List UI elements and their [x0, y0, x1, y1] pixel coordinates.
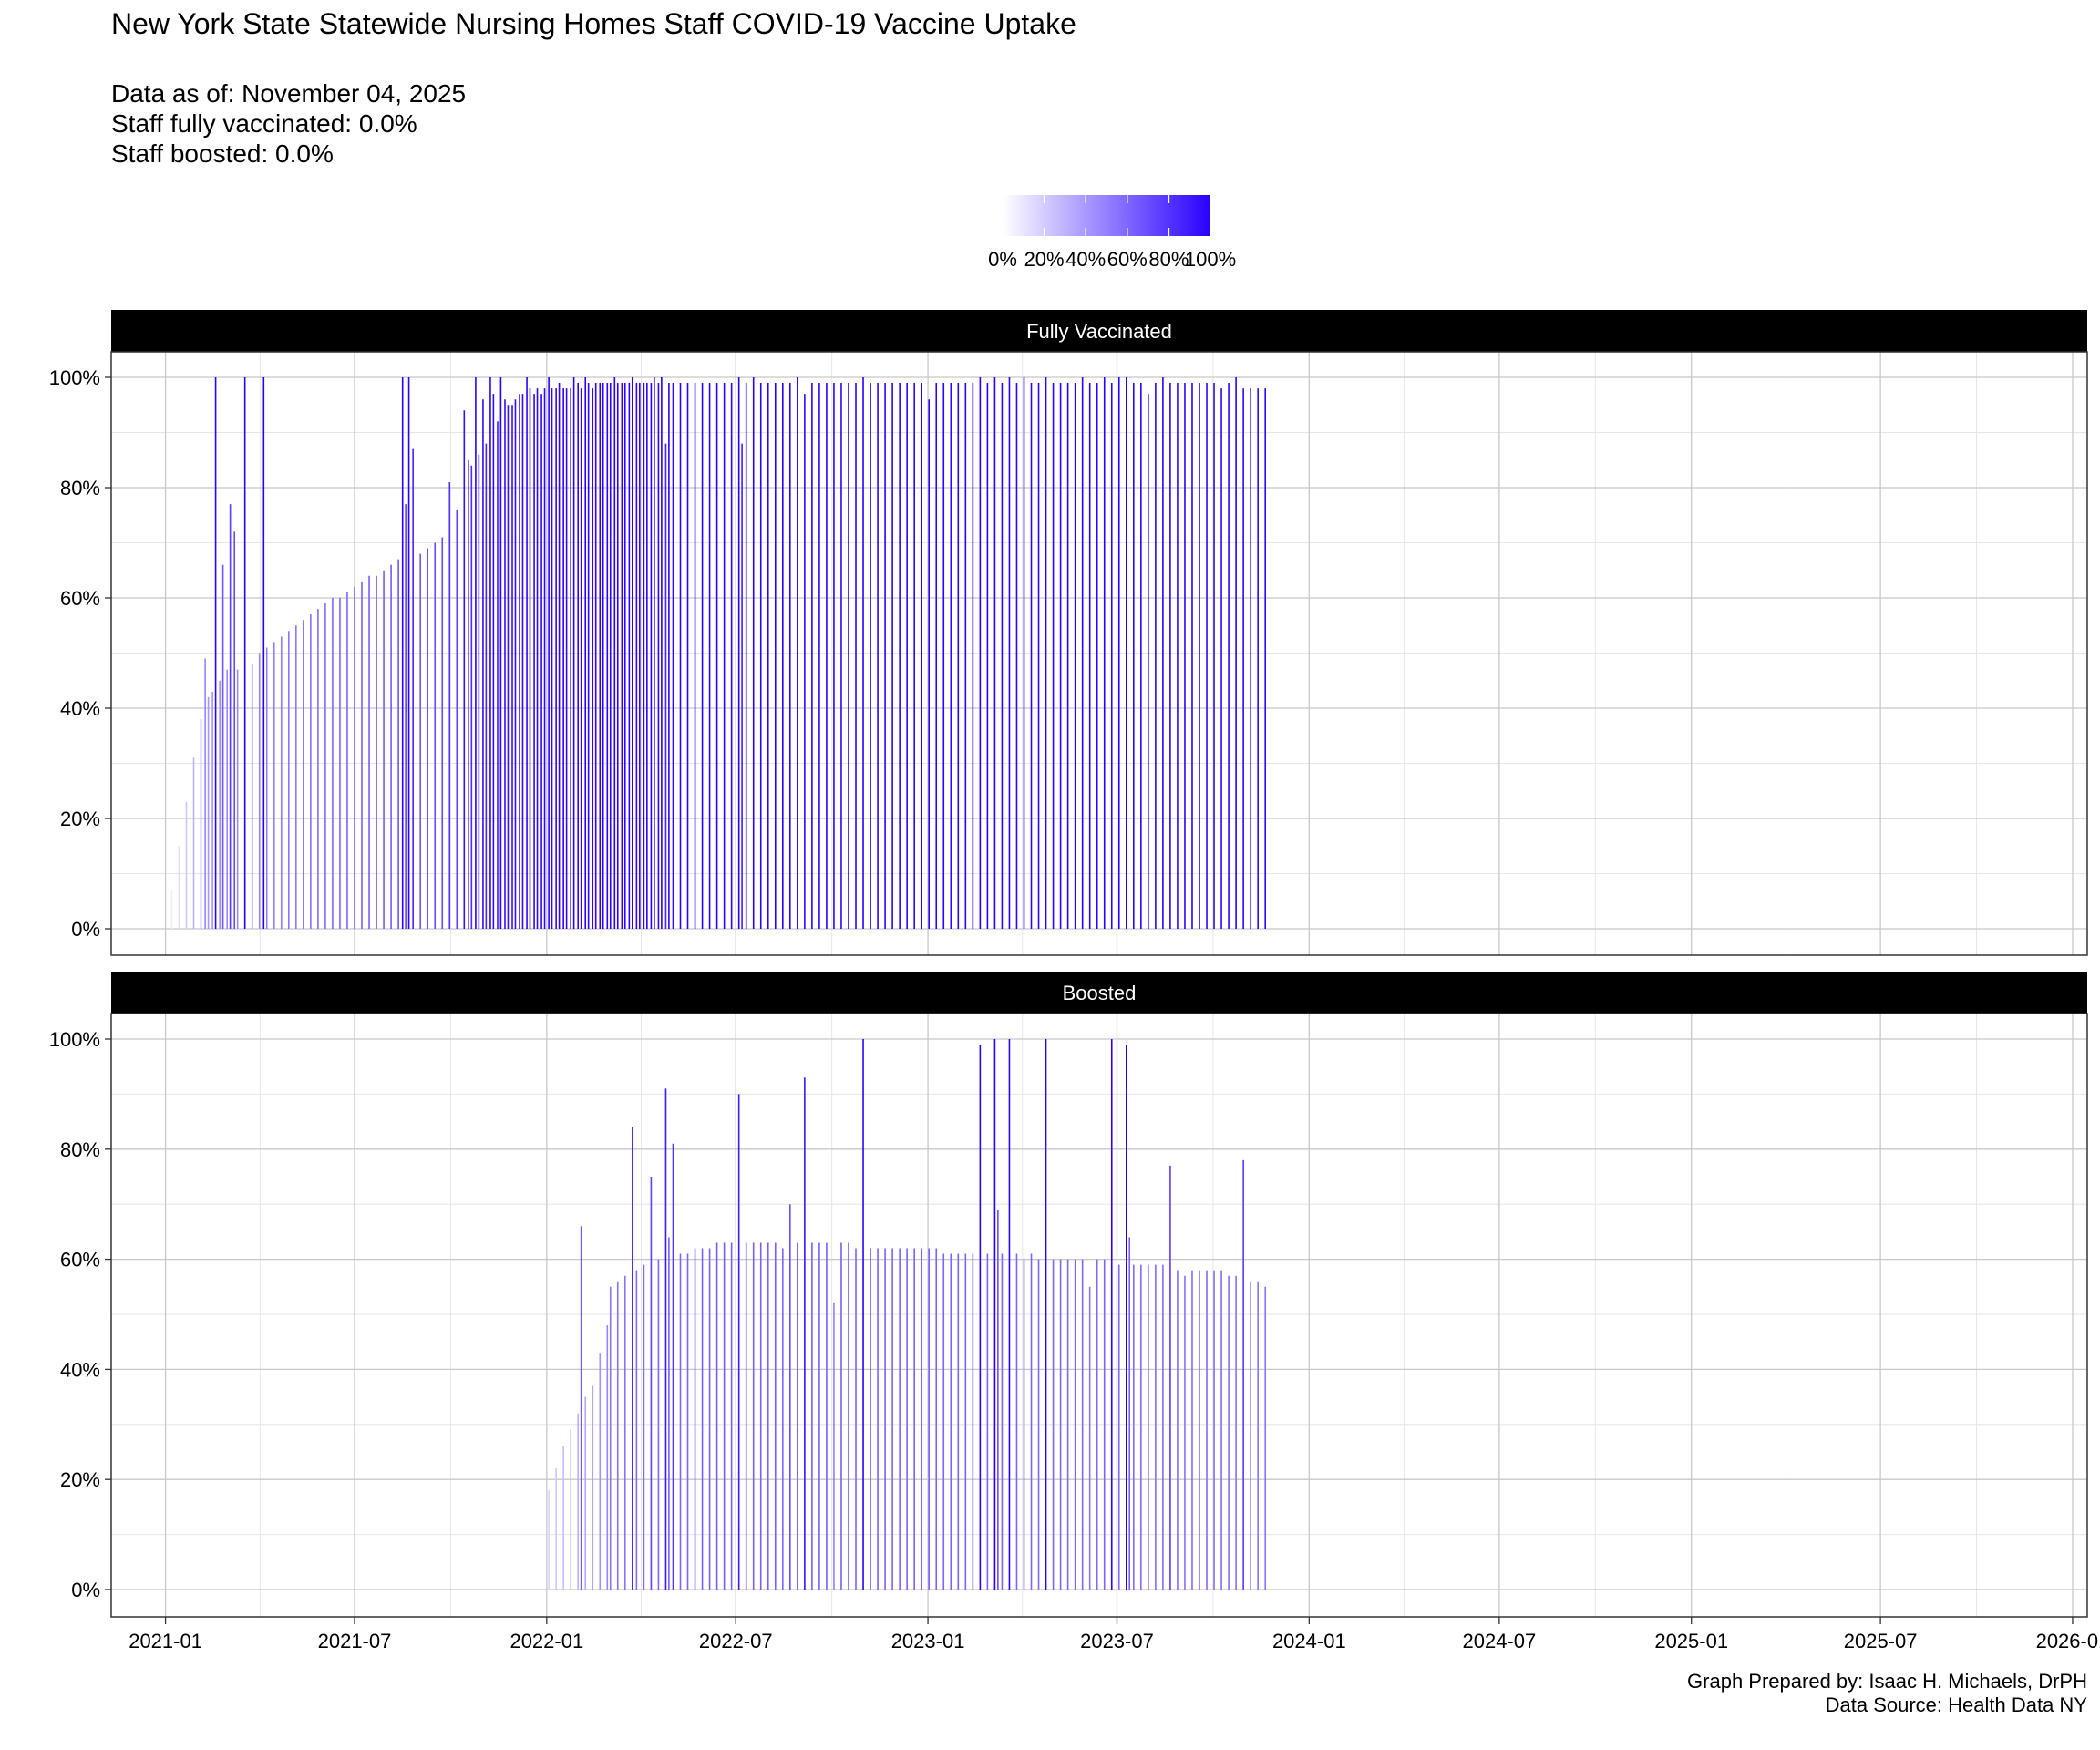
y-tick-label: 100% — [49, 1028, 100, 1051]
x-tick-label: 2021-07 — [318, 1630, 392, 1652]
y-tick-label: 60% — [60, 587, 100, 610]
caption-source: Data Source: Health Data NY — [1825, 1693, 2087, 1716]
x-tick-label: 2023-07 — [1080, 1630, 1154, 1652]
facet-panel: Fully Vaccinated 0% 20% 40% 60% 80% 100% — [49, 310, 2088, 956]
facet-strip — [111, 972, 2087, 1014]
subtitle-boosted: Staff boosted: 0.0% — [111, 139, 334, 168]
subtitle-fully-vaccinated: Staff fully vaccinated: 0.0% — [111, 109, 417, 138]
y-tick-label: 80% — [60, 1138, 100, 1161]
legend-label: 20% — [1024, 248, 1065, 271]
facet-panel: Boosted 0% 20% 40% 60% 80% 100% — [49, 972, 2088, 1618]
x-tick-label: 2021-01 — [129, 1630, 202, 1652]
y-tick-label: 40% — [60, 1358, 100, 1381]
legend-label: 40% — [1065, 248, 1106, 271]
facet-strip — [111, 310, 2087, 352]
x-tick-label: 2022-01 — [510, 1630, 583, 1652]
x-tick-label: 2024-07 — [1462, 1630, 1536, 1652]
y-tick-label: 40% — [60, 697, 100, 720]
legend-label: 60% — [1107, 248, 1148, 271]
legend-color-bar — [1003, 195, 1210, 236]
x-tick-label: 2023-01 — [891, 1630, 965, 1652]
y-tick-label: 0% — [71, 918, 100, 941]
chart-title: New York State Statewide Nursing Homes S… — [111, 7, 1076, 40]
facet-strip-label: Boosted — [1063, 982, 1137, 1004]
legend-label: 0% — [988, 248, 1017, 271]
legend-label: 80% — [1148, 248, 1189, 271]
y-tick-label: 100% — [49, 366, 100, 389]
y-tick-label: 20% — [60, 808, 100, 830]
legend-label: 100% — [1185, 248, 1236, 271]
caption-author: Graph Prepared by: Isaac H. Michaels, Dr… — [1687, 1670, 2087, 1693]
y-tick-label: 60% — [60, 1249, 100, 1271]
y-tick-label: 0% — [71, 1579, 100, 1601]
y-tick-label: 20% — [60, 1468, 100, 1491]
x-tick-label: 2025-07 — [1844, 1630, 1918, 1652]
x-tick-label: 2026-01 — [2036, 1630, 2100, 1652]
x-tick-label: 2025-01 — [1654, 1630, 1728, 1652]
panel-border — [110, 1013, 2088, 1618]
facet-strip-label: Fully Vaccinated — [1026, 320, 1172, 343]
chart-subtitle: Data as of: November 04, 2025 Staff full… — [111, 78, 466, 169]
x-tick-label: 2024-01 — [1272, 1630, 1346, 1652]
subtitle-data-date: Data as of: November 04, 2025 — [111, 79, 467, 108]
chart-caption: Graph Prepared by: Isaac H. Michaels, Dr… — [1687, 1670, 2087, 1717]
x-tick-label: 2022-07 — [699, 1630, 773, 1652]
y-tick-label: 80% — [60, 477, 100, 499]
panel-border — [110, 351, 2088, 956]
